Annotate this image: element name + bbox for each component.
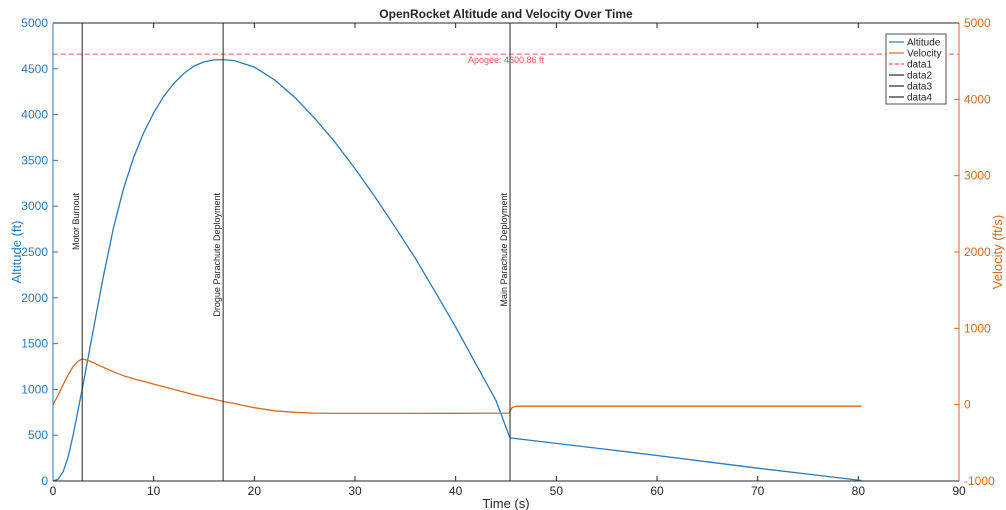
y-right-tick-label: 5000 (964, 16, 991, 30)
reference-lines: Apogee: 4600.86 ft Motor Burnout Drogue Pa… (53, 23, 959, 481)
event-label-data3: Drogue Parachute Deployment (212, 193, 222, 317)
series-line-velocity (52, 358, 862, 415)
y-left-tick-label: 3000 (21, 199, 48, 213)
legend-label: Altitude (907, 38, 941, 49)
y-right-tick-label: 3000 (964, 169, 991, 183)
x-tick-label: 50 (550, 484, 564, 498)
chart-title: OpenRocket Altitude and Velocity Over Ti… (379, 7, 633, 21)
x-tick-label: 90 (952, 484, 966, 498)
x-tick-label: 10 (147, 484, 161, 498)
axis-ticks: 0 10 20 30 40 50 60 70 80 90 0 500 1000 1500 2000 2500 3… (21, 16, 995, 498)
x-tick-label: 80 (852, 484, 866, 498)
y-right-tick-label: 0 (964, 398, 971, 412)
event-label-data4: Main Parachute Deployment (499, 193, 509, 307)
y-left-tick-label: 2500 (21, 245, 48, 259)
event-label-data2: Motor Burnout (71, 193, 81, 251)
apogee-label: Apogee: 4600.86 ft (468, 55, 545, 65)
x-tick-label: 70 (751, 484, 765, 498)
legend-label: data3 (907, 82, 932, 93)
y-right-tick-label: 1000 (964, 321, 991, 335)
x-tick-label: 60 (650, 484, 664, 498)
y-left-tick-label: 1000 (21, 382, 48, 396)
legend-box (885, 33, 947, 105)
y-left-tick-label: 3500 (21, 153, 48, 167)
y-right-tick-label: 4000 (964, 92, 991, 106)
x-tick-label: 30 (348, 484, 362, 498)
y-axis-right-label: Velocity (ft/s) (990, 215, 1005, 289)
legend-label: data2 (907, 71, 932, 82)
x-tick-label: 0 (50, 484, 57, 498)
y-left-tick-label: 4500 (21, 62, 48, 76)
y-left-tick-label: 5000 (21, 16, 48, 30)
plot-area (53, 23, 959, 481)
y-left-tick-label: 1500 (21, 337, 48, 351)
x-tick-label: 40 (449, 484, 463, 498)
y-axis-left-label: Altitude (ft) (9, 221, 24, 284)
x-tick-label: 20 (248, 484, 262, 498)
y-left-tick-label: 0 (41, 474, 48, 488)
y-left-tick-label: 500 (28, 428, 48, 442)
y-left-tick-label: 2000 (21, 291, 48, 305)
legend-label: Velocity (907, 49, 941, 60)
legend-label: data4 (907, 93, 932, 104)
y-right-tick-label: -1000 (964, 474, 995, 488)
y-right-tick-label: 2000 (964, 245, 991, 259)
legend-label: data1 (907, 60, 932, 71)
y-left-tick-label: 4000 (21, 108, 48, 122)
x-axis-label: Time (s) (482, 496, 529, 510)
